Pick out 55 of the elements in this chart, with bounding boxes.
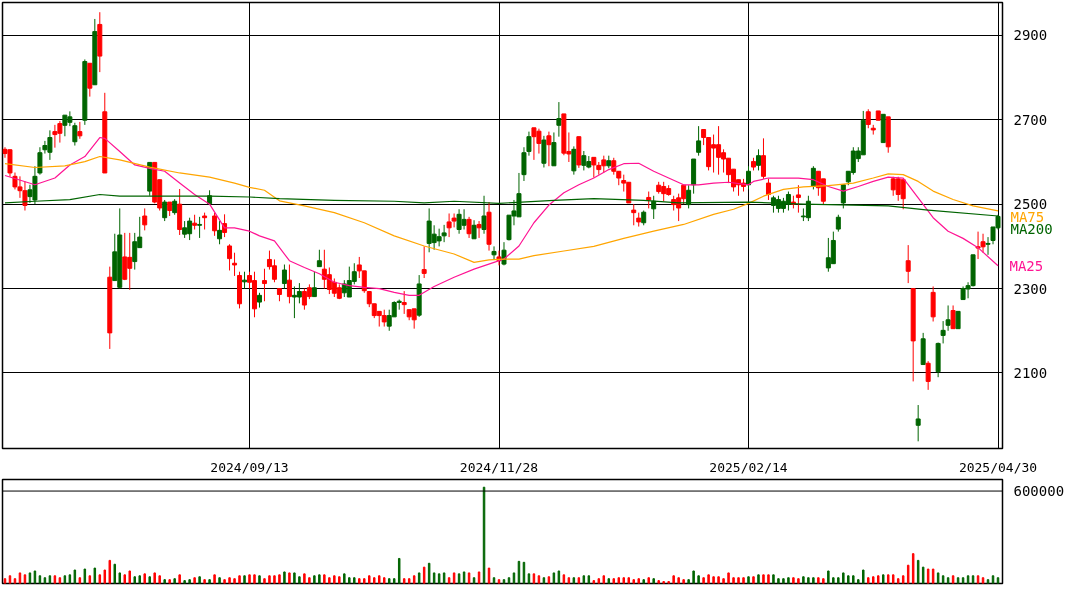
candlestick — [915, 404, 921, 442]
candlestick — [551, 131, 557, 167]
candlestick — [925, 360, 931, 391]
candlestick — [556, 101, 562, 138]
candlestick — [631, 203, 637, 226]
candlestick — [476, 220, 482, 239]
candlestick — [765, 178, 771, 201]
candlestick — [466, 216, 472, 239]
candlestick — [546, 131, 552, 167]
x-tick-label: 2024/09/13 — [210, 459, 289, 475]
y-tick-label: 2100 — [1013, 364, 1048, 381]
candlestick — [696, 125, 702, 157]
candlestick — [591, 156, 597, 179]
y-tick-label: 2900 — [1013, 27, 1048, 44]
candlestick — [212, 212, 218, 237]
candlestick — [197, 216, 203, 239]
candlestick — [217, 220, 223, 245]
candlestick — [571, 145, 577, 176]
candlestick — [401, 290, 407, 315]
x-tick-label: 2024/11/28 — [459, 459, 539, 475]
candlestick — [950, 304, 956, 330]
x-tick-label: 2025/02/14 — [709, 459, 788, 475]
line-series — [4, 136, 999, 296]
candlestick — [132, 232, 138, 271]
candlestick — [296, 282, 302, 304]
candlestick — [581, 150, 587, 171]
candlestick — [471, 219, 477, 240]
candlestick — [271, 258, 277, 283]
y-tick-label: 2300 — [1013, 280, 1048, 297]
candlestick — [227, 243, 233, 271]
candlestick — [830, 231, 836, 265]
candlestick — [232, 252, 238, 277]
candlestick — [865, 108, 871, 129]
candlestick — [746, 165, 751, 190]
candlestick — [162, 199, 168, 222]
candlestick — [286, 264, 292, 304]
candlestick — [122, 232, 128, 281]
candlestick — [446, 212, 452, 238]
candlestick — [281, 264, 287, 290]
candlestick — [311, 271, 317, 298]
x-tick-label: 2025/04/30 — [958, 459, 1038, 475]
candlestick — [411, 308, 417, 330]
candlestick — [421, 245, 427, 279]
candlestick — [142, 207, 148, 231]
y-tick-label: 2700 — [1013, 111, 1048, 128]
series-label: MA25 — [1009, 257, 1044, 274]
candlestick — [456, 208, 462, 235]
candlestick — [900, 179, 906, 210]
candlestick — [760, 137, 766, 180]
candlestick — [905, 244, 911, 284]
candlestick — [491, 245, 497, 260]
text: 600000 — [1013, 483, 1065, 500]
candlestick — [541, 135, 547, 168]
candlestick — [261, 268, 267, 302]
candlestick — [795, 184, 801, 214]
